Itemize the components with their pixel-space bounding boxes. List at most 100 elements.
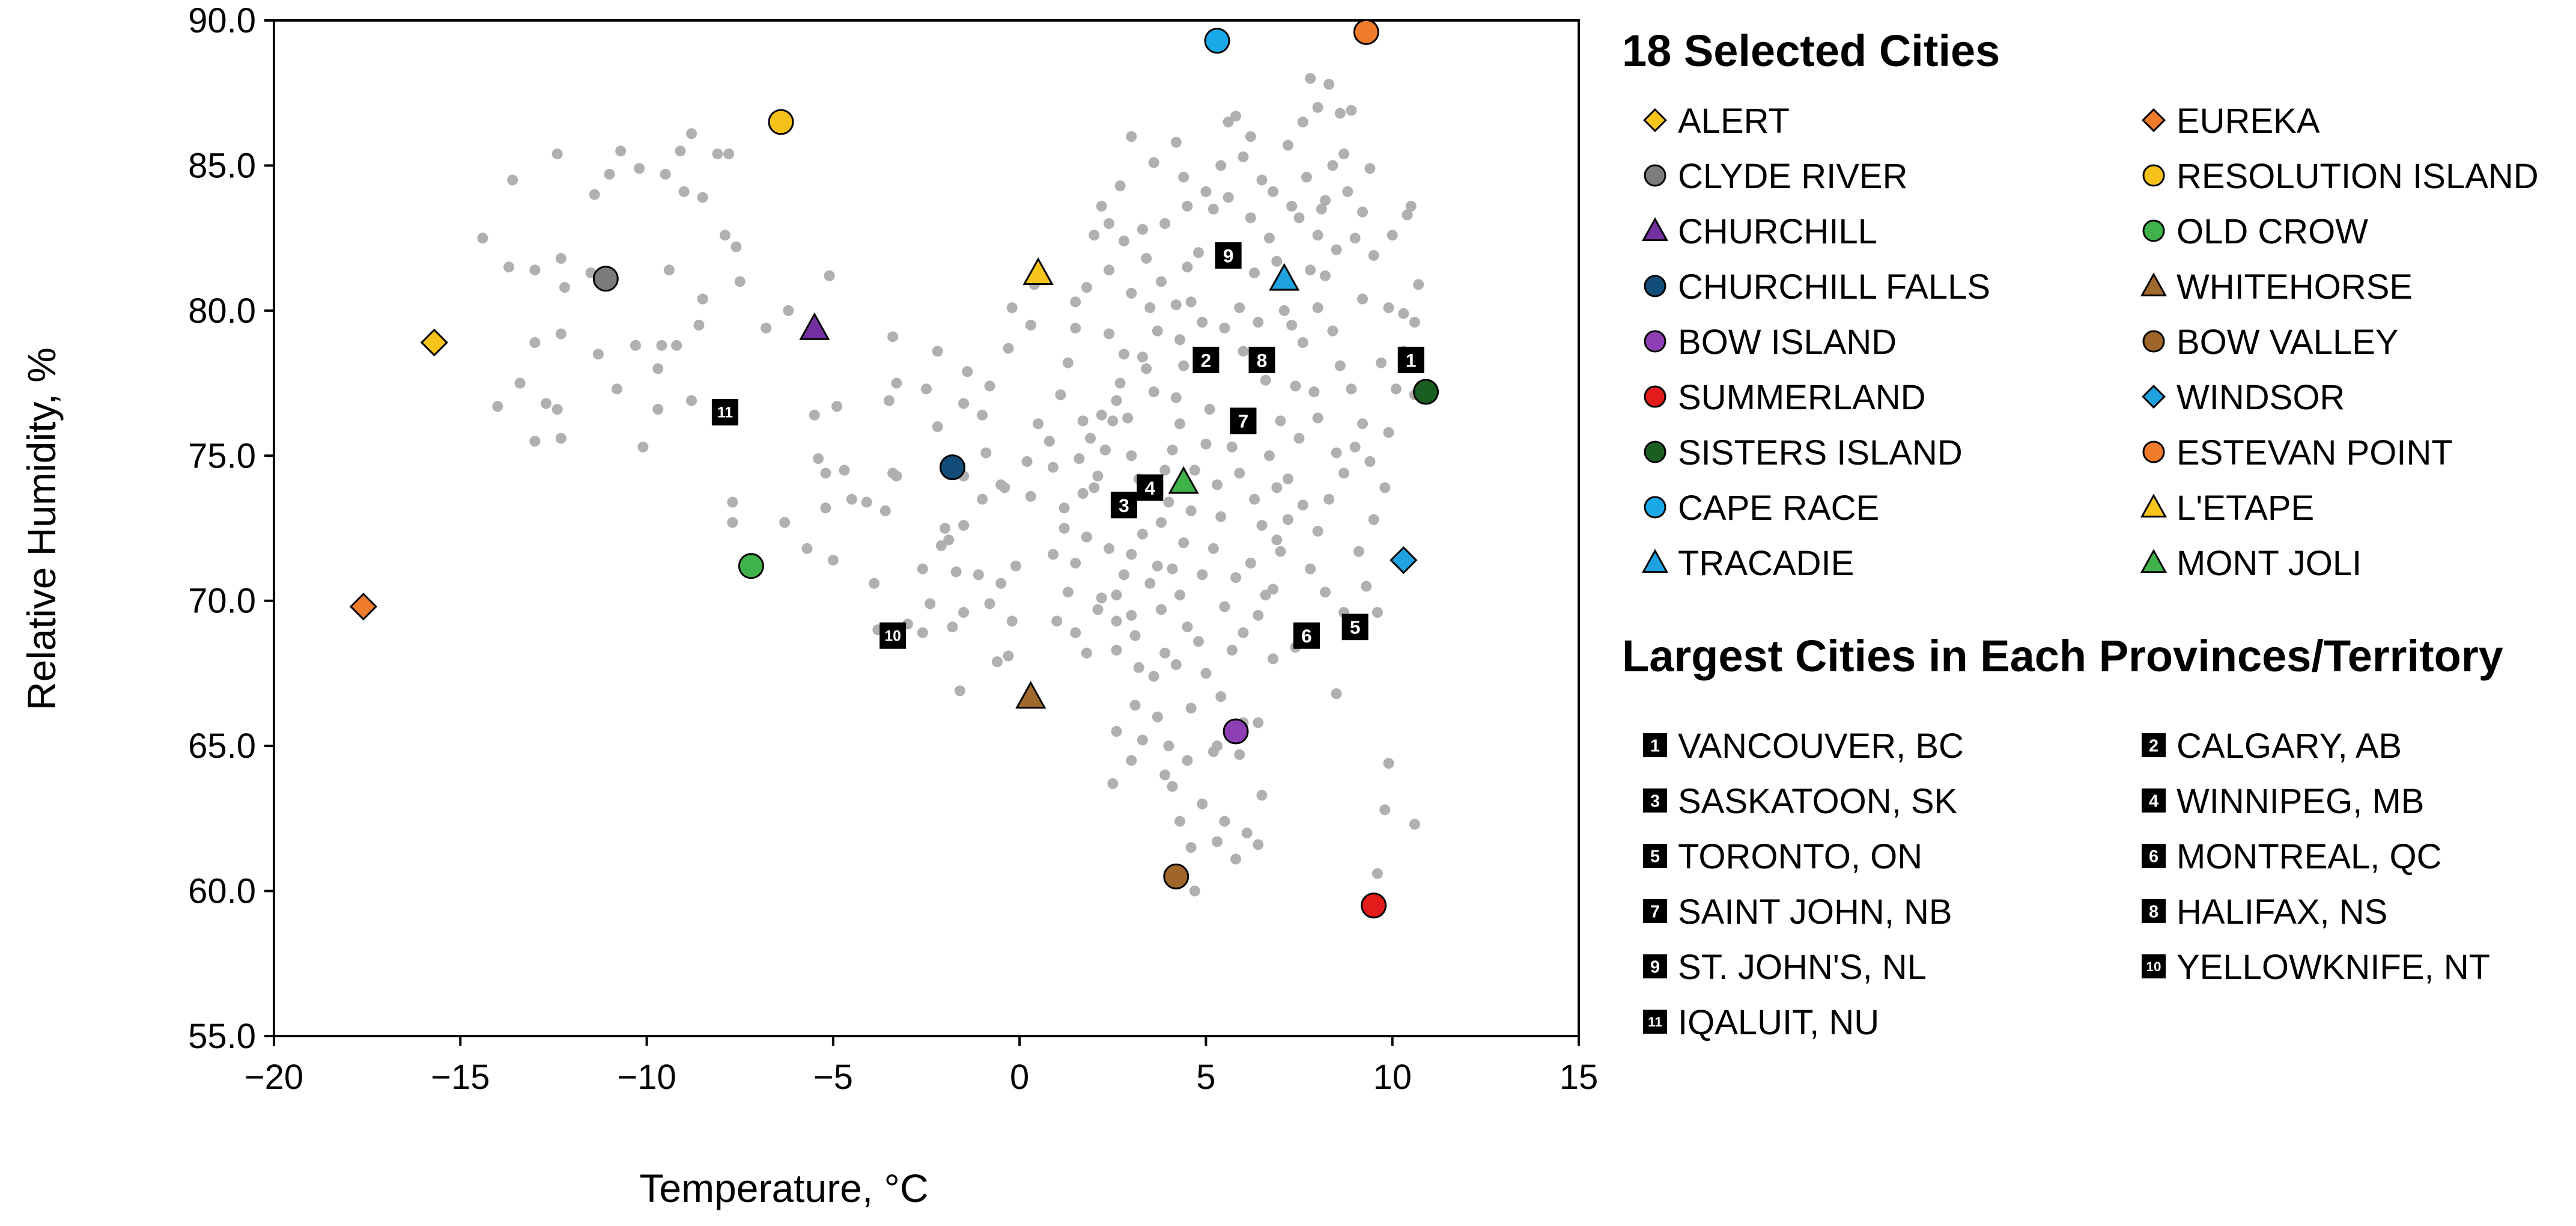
data-point — [1170, 136, 1182, 148]
data-point — [1006, 615, 1018, 627]
legend-entry-eureka: EUREKA — [2142, 102, 2320, 141]
data-point — [477, 233, 488, 244]
data-point — [1346, 383, 1357, 395]
data-point — [1260, 590, 1271, 601]
data-point — [846, 493, 857, 505]
data-point — [980, 447, 992, 459]
legend-marker — [2142, 385, 2166, 409]
selected-city-marker-churchill — [799, 312, 830, 340]
data-point — [1383, 302, 1394, 314]
data-point — [503, 261, 514, 273]
legend-marker — [1644, 441, 1666, 463]
data-point — [783, 305, 794, 316]
number-box-label: 3 — [1119, 495, 1129, 516]
data-point — [1346, 105, 1357, 116]
data-point — [1051, 615, 1063, 627]
legend-entry-tracadie: TRACADIE — [1641, 544, 1854, 583]
data-point — [712, 148, 723, 160]
data-point — [1368, 514, 1379, 525]
data-point — [943, 534, 955, 546]
data-point — [1170, 392, 1182, 403]
data-point — [1268, 653, 1279, 665]
data-point — [1219, 601, 1230, 612]
data-point — [675, 145, 686, 157]
data-point — [734, 276, 746, 287]
x-tick-label: 15 — [1560, 1058, 1599, 1097]
data-point — [1118, 349, 1129, 360]
data-point — [1379, 482, 1391, 493]
legend-selected-entries: ALERT EUREKA CLYDE RIVER RESOLUTION ISLAND C… — [1641, 102, 2539, 583]
background-points — [477, 73, 1424, 897]
largest-city-marker-halifax-ns: 8 — [1248, 346, 1275, 373]
number-box — [1643, 844, 1667, 868]
data-point — [1025, 490, 1036, 502]
legend-entry-montreal-qc: 6 MONTREAL, QC — [2142, 837, 2442, 876]
data-point — [1170, 659, 1182, 670]
number-box — [879, 622, 907, 649]
number-box — [2142, 788, 2166, 813]
data-point — [1126, 450, 1137, 462]
legend-label: EUREKA — [2177, 102, 2320, 141]
data-point — [1148, 386, 1159, 398]
data-point — [1282, 514, 1293, 525]
data-point — [1245, 131, 1256, 142]
data-point — [1268, 584, 1279, 595]
number-box — [1293, 622, 1320, 649]
data-point — [671, 340, 682, 351]
data-point — [1174, 418, 1185, 430]
data-point — [1323, 79, 1335, 90]
data-point — [697, 192, 708, 203]
data-point — [1197, 569, 1208, 581]
data-point — [541, 398, 552, 409]
legend-marker — [2142, 108, 2166, 132]
number-box-label: 11 — [717, 405, 733, 421]
number-box — [1643, 788, 1667, 813]
legend-number-box: 9 — [1643, 954, 1667, 978]
data-point — [1223, 192, 1234, 203]
legend-number-box: 5 — [1643, 844, 1667, 868]
data-point — [1238, 627, 1249, 638]
data-point — [958, 520, 970, 531]
data-point — [1212, 836, 1223, 847]
data-point — [1368, 250, 1379, 261]
selected-city-marker-resolution-island — [768, 109, 794, 135]
data-point — [656, 340, 667, 351]
data-point — [1107, 778, 1119, 789]
data-point — [1349, 441, 1361, 453]
largest-city-marker-toronto-on: 5 — [1341, 614, 1368, 641]
data-point — [1189, 885, 1200, 897]
data-point — [1215, 511, 1227, 522]
data-point — [1223, 117, 1234, 127]
data-point — [1301, 171, 1312, 183]
legend-label: WINDSOR — [2177, 378, 2345, 417]
data-point — [820, 468, 831, 479]
data-point — [1204, 404, 1215, 415]
legend-number-box: 11 — [1643, 1010, 1667, 1034]
data-point — [1059, 523, 1070, 534]
x-axis-ticks: −20 −15 −10 −5 0 5 10 15 — [245, 1036, 1598, 1097]
number-box — [1643, 899, 1667, 923]
y-tick-label: 80.0 — [188, 291, 256, 331]
data-point — [529, 436, 541, 447]
data-point — [1405, 201, 1417, 212]
data-point — [1215, 691, 1227, 703]
data-point — [1413, 279, 1424, 290]
data-point — [1148, 157, 1159, 168]
data-point — [1185, 296, 1197, 308]
data-point — [1189, 465, 1200, 476]
number-box — [1215, 242, 1242, 269]
legend-marker — [1644, 330, 1666, 353]
data-point — [1137, 352, 1148, 363]
legend-label: MONTREAL, QC — [2177, 837, 2442, 876]
legend-label: HALIFAX, NS — [2177, 892, 2387, 932]
data-point — [1133, 662, 1144, 673]
data-point — [514, 377, 526, 389]
data-point — [727, 517, 738, 528]
data-point — [1104, 328, 1115, 340]
data-point — [1062, 587, 1074, 598]
data-point — [1234, 302, 1245, 314]
legend-entry-calgary-ab: 2 CALGARY, AB — [2142, 727, 2402, 766]
largest-city-marker-montreal-qc: 6 — [1293, 622, 1320, 649]
data-point — [1159, 647, 1171, 659]
data-point — [1327, 160, 1338, 171]
